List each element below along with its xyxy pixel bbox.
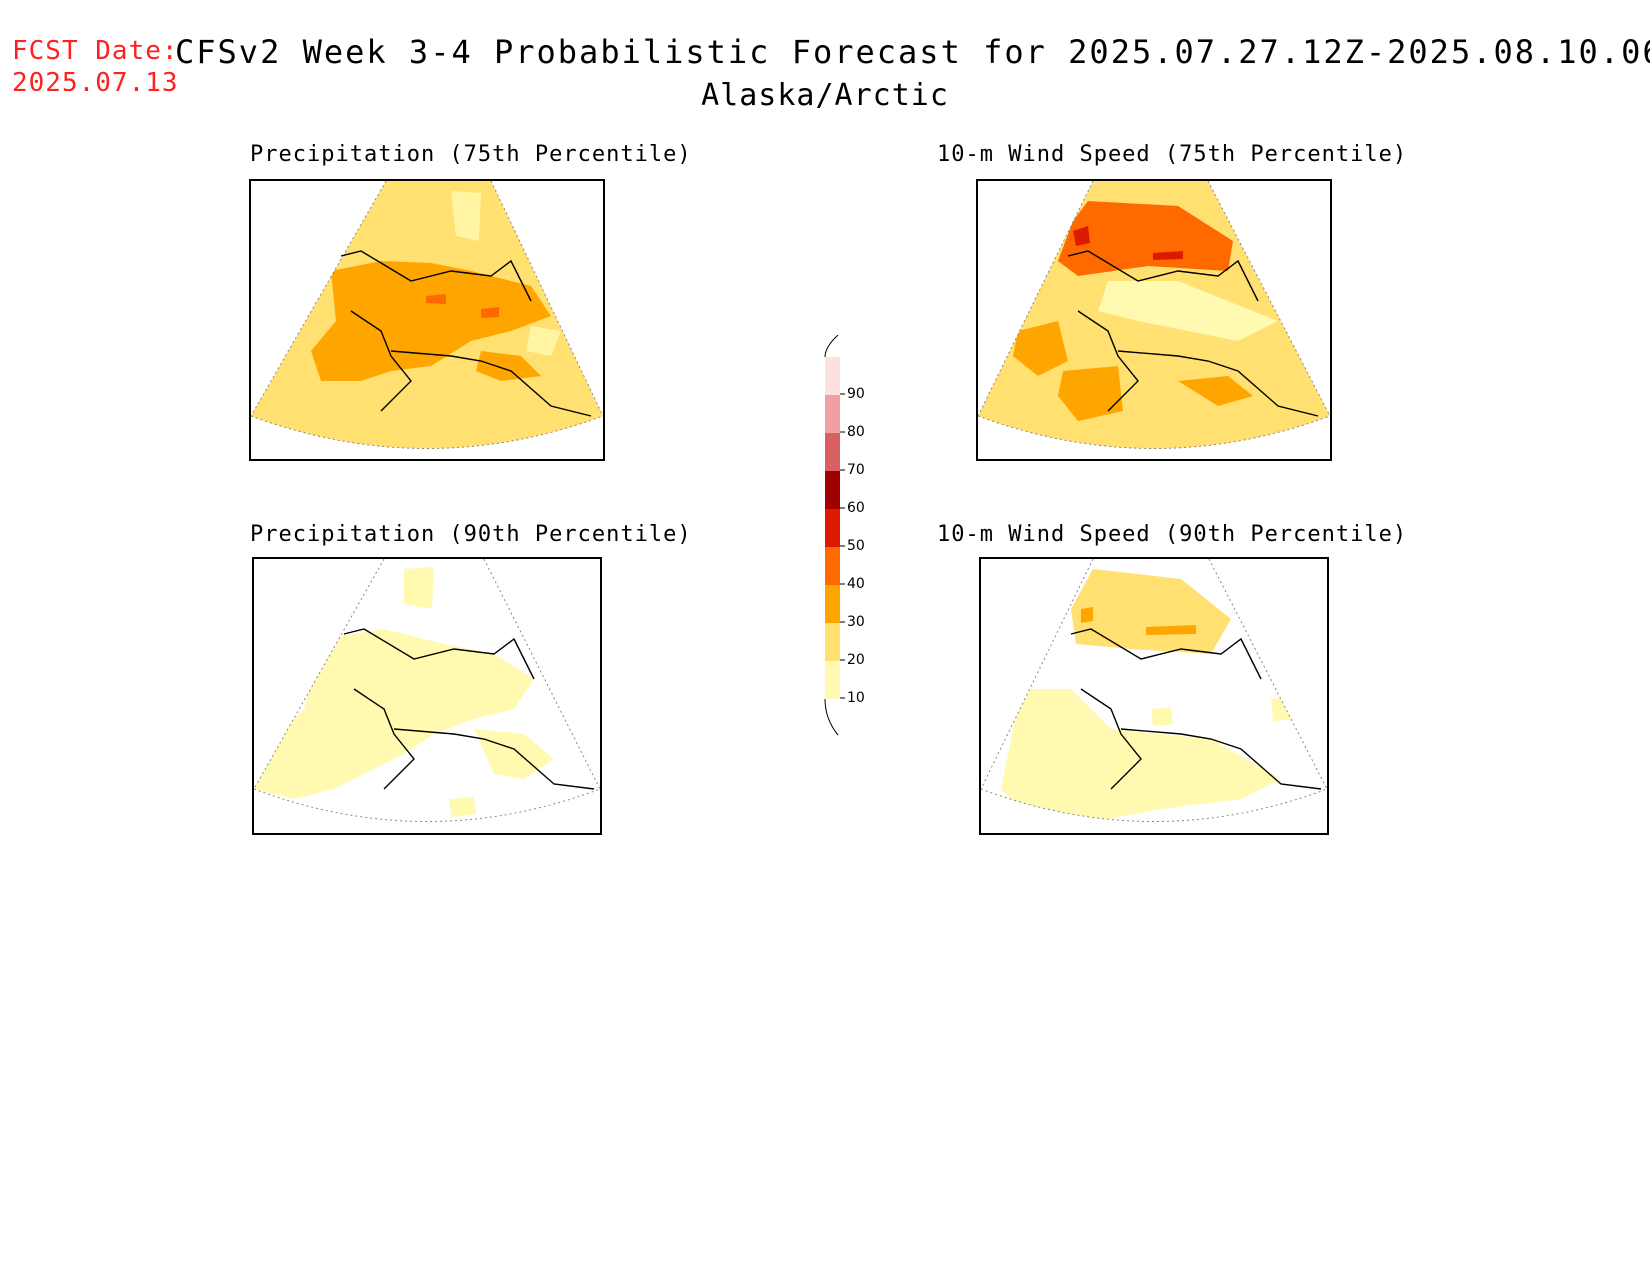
- map-wind-90-svg: [981, 559, 1327, 822]
- colorbar-swatch: [825, 623, 840, 661]
- colorbar-legend: 90 80 70 60 50 40 30 20 10: [820, 334, 900, 745]
- colorbar-bottom-tip: [824, 698, 839, 736]
- map-wind-90: [979, 557, 1329, 835]
- colorbar-label: 90: [847, 386, 865, 402]
- colorbar-swatch: [825, 357, 840, 395]
- map-precip-75: [249, 179, 605, 461]
- panel-title-precip-75: Precipitation (75th Percentile): [250, 142, 692, 167]
- map-wind-75-svg: [978, 181, 1330, 449]
- colorbar-swatch: [825, 471, 840, 509]
- colorbar-swatch: [825, 433, 840, 471]
- colorbar-swatch: [825, 509, 840, 547]
- region-subtitle: Alaska/Arctic: [701, 78, 949, 113]
- forecast-date-value: 2025.07.13: [12, 68, 179, 98]
- colorbar-swatch: [825, 395, 840, 433]
- map-precip-90-svg: [254, 559, 600, 822]
- colorbar-label: 70: [847, 462, 865, 478]
- colorbar-svg: 90 80 70 60 50 40 30 20 10: [824, 334, 865, 736]
- panel-title-precip-90: Precipitation (90th Percentile): [250, 522, 692, 547]
- map-precip-90: [252, 557, 602, 835]
- forecast-date-label: FCST Date:: [12, 36, 179, 66]
- panel-title-wind-90: 10-m Wind Speed (90th Percentile): [937, 522, 1408, 547]
- colorbar-label: 10: [847, 690, 865, 706]
- page-title: CFSv2 Week 3-4 Probabilistic Forecast fo…: [175, 33, 1650, 71]
- colorbar-label: 30: [847, 614, 865, 630]
- colorbar-label: 40: [847, 576, 865, 592]
- map-wind-75: [976, 179, 1332, 461]
- colorbar-label: 80: [847, 424, 865, 440]
- colorbar-label: 20: [847, 652, 865, 668]
- colorbar-swatch: [825, 547, 840, 585]
- colorbar-swatch: [825, 585, 840, 623]
- colorbar-top-tip: [824, 334, 839, 358]
- colorbar-swatch: [825, 661, 840, 699]
- colorbar-label: 50: [847, 538, 865, 554]
- map-precip-75-svg: [251, 181, 603, 449]
- colorbar-label: 60: [847, 500, 865, 516]
- panel-title-wind-75: 10-m Wind Speed (75th Percentile): [937, 142, 1408, 167]
